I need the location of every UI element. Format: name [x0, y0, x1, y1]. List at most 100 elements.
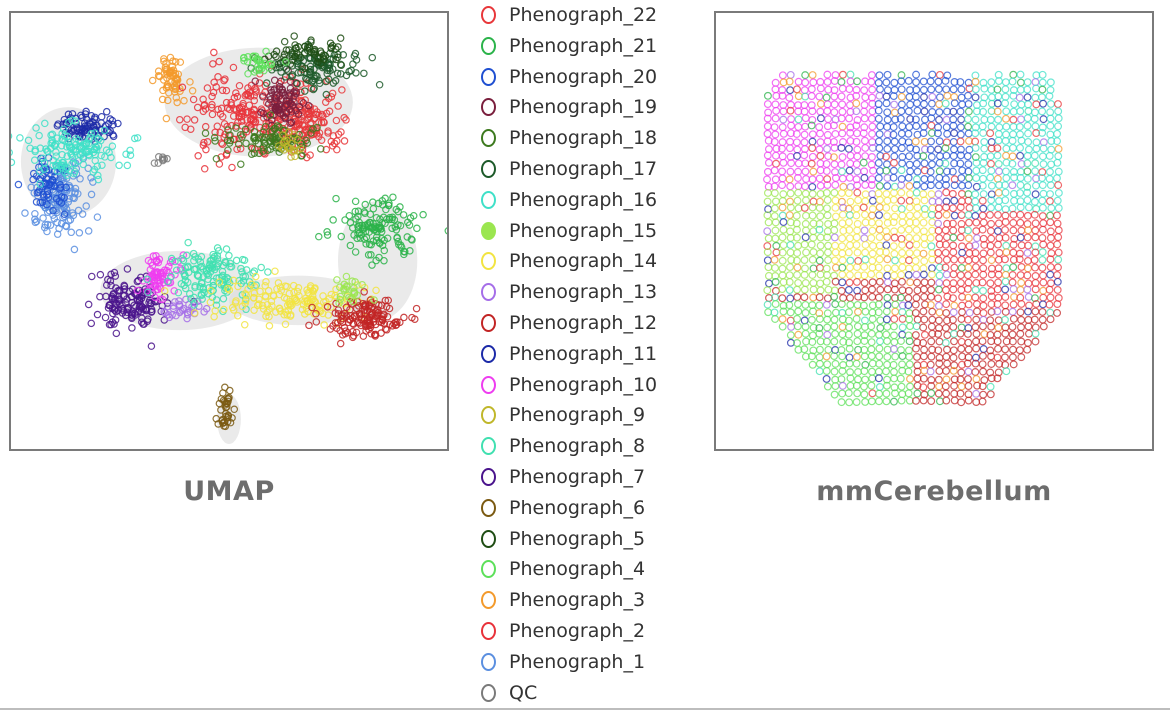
- phenograph-legend: Phenograph_22 Phenograph_21 Phenograph_20 P…: [476, 0, 706, 711]
- cerebellum-spot: [770, 255, 779, 264]
- cerebellum-spot: [898, 241, 907, 249]
- legend-marker-icon: [481, 406, 496, 425]
- umap-point: [310, 84, 318, 93]
- cerebellum-spot: [913, 210, 922, 219]
- cerebellum-spot: [800, 240, 809, 249]
- cerebellum-spot: [905, 352, 914, 361]
- cerebellum-spot: [852, 398, 861, 406]
- umap-point: [250, 68, 259, 76]
- umap-point: [93, 213, 102, 221]
- cerebellum-spot: [920, 137, 929, 146]
- cerebellum-spot: [764, 271, 773, 280]
- umap-point: [47, 178, 55, 186]
- cerebellum-spot: [801, 114, 810, 123]
- umap-point: [360, 69, 368, 78]
- cerebellum-spot: [816, 279, 825, 288]
- cerebellum-spot: [861, 307, 870, 316]
- umap-point: [51, 140, 60, 148]
- umap-point: [311, 74, 319, 83]
- cerebellum-spot: [1045, 197, 1054, 206]
- cerebellum-spot: [1054, 144, 1063, 153]
- cerebellum-spot: [1046, 130, 1055, 139]
- cerebellum-spot: [1031, 294, 1039, 303]
- cerebellum-spot: [897, 107, 906, 116]
- cerebellum-spot: [844, 389, 853, 398]
- umap-point: [324, 129, 332, 137]
- cerebellum-spot: [919, 85, 928, 94]
- umap-point: [325, 294, 334, 303]
- umap-point: [212, 154, 221, 163]
- cerebellum-spot: [860, 390, 869, 399]
- umap-point: [77, 151, 85, 159]
- cerebellum-spot: [860, 226, 869, 235]
- cerebellum-spot: [823, 122, 832, 131]
- cerebellum-spot: [971, 93, 980, 102]
- umap-point: [301, 64, 309, 73]
- umap-point: [254, 134, 263, 142]
- umap-point: [32, 198, 41, 206]
- cerebellum-spot: [852, 137, 861, 146]
- cerebellum-spot: [911, 308, 920, 317]
- cerebellum-spot: [950, 329, 958, 338]
- cerebellum-spot: [950, 337, 958, 346]
- cerebellum-spot: [904, 367, 913, 376]
- cerebellum-spot: [875, 271, 884, 280]
- umap-point: [284, 128, 293, 136]
- cerebellum-spot: [823, 137, 832, 146]
- cerebellum-spot: [838, 167, 847, 176]
- umap-point: [250, 149, 259, 157]
- cerebellum-spot: [1001, 188, 1010, 197]
- cerebellum-spot: [852, 85, 861, 94]
- umap-point: [277, 68, 285, 76]
- cerebellum-spot: [1045, 151, 1054, 160]
- cerebellum-spot: [772, 106, 781, 115]
- umap-point: [301, 87, 309, 95]
- cerebellum-spot: [883, 86, 892, 95]
- umap-point: [232, 89, 240, 97]
- umap-point: [208, 92, 216, 101]
- cerebellum-spot: [949, 285, 958, 294]
- cerebellum-spot: [800, 101, 809, 110]
- legend-marker-icon: [481, 190, 496, 209]
- cerebellum-spot: [852, 99, 861, 108]
- cerebellum-spot: [846, 374, 855, 383]
- umap-point: [239, 272, 247, 281]
- umap-point: [110, 320, 118, 328]
- legend-marker-icon: [481, 6, 496, 24]
- cerebellum-spot: [861, 190, 870, 199]
- umap-point: [361, 200, 370, 209]
- cerebellum-spot: [778, 167, 787, 176]
- umap-point: [354, 230, 362, 238]
- umap-point: [233, 311, 242, 320]
- cerebellum-spot: [831, 203, 840, 212]
- cerebellum-spot: [1032, 181, 1040, 190]
- umap-point: [345, 211, 354, 220]
- umap-point: [348, 333, 357, 342]
- legend-item: Phenograph_1: [476, 647, 645, 677]
- umap-point: [174, 288, 183, 297]
- cerebellum-spot: [957, 323, 966, 332]
- cerebellum-spot: [867, 329, 876, 338]
- cerebellum-spot: [1017, 100, 1026, 109]
- cerebellum-spot: [934, 197, 943, 206]
- cerebellum-spot: [1031, 93, 1040, 102]
- cerebellum-spot: [822, 352, 831, 361]
- umap-point: [381, 219, 389, 228]
- cerebellum-spot: [1038, 107, 1047, 116]
- cerebellum-spot: [934, 248, 943, 257]
- cerebellum-spot: [890, 271, 899, 280]
- cerebellum-spot: [1023, 182, 1032, 191]
- cerebellum-spot: [1030, 210, 1039, 219]
- cerebellum-spot: [823, 107, 832, 116]
- cerebellum-spot: [846, 93, 855, 102]
- cerebellum-spot: [956, 130, 965, 139]
- umap-point: [331, 77, 340, 85]
- cerebellum-spot: [823, 175, 832, 184]
- cerebellum-spot: [958, 248, 967, 257]
- umap-point: [90, 115, 99, 123]
- cerebellum-spot: [898, 330, 907, 339]
- cerebellum-spot: [928, 255, 936, 264]
- cerebellum-spot: [993, 330, 1002, 339]
- umap-point: [337, 232, 346, 241]
- cerebellum-spot: [771, 78, 780, 87]
